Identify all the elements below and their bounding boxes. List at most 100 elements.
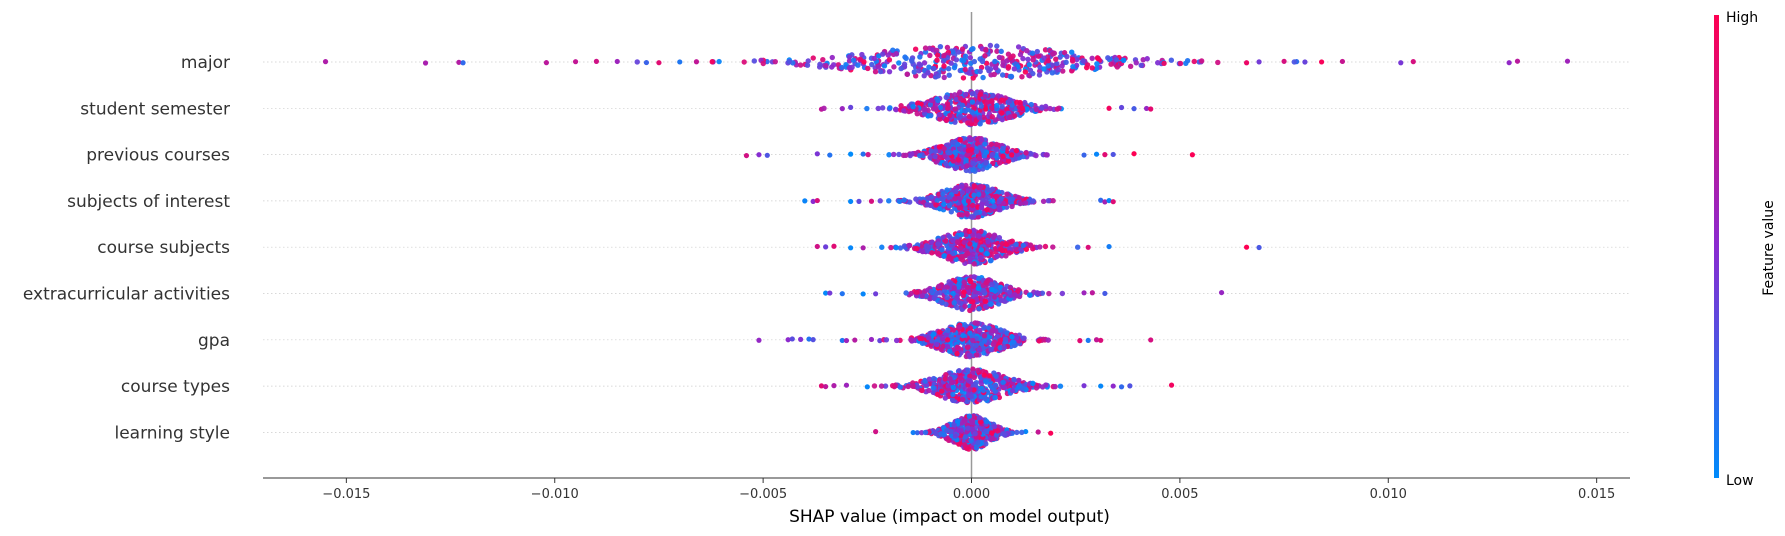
shap-point xyxy=(634,59,640,65)
shap-point xyxy=(1081,152,1087,158)
shap-point xyxy=(956,441,962,447)
shap-point xyxy=(993,373,999,379)
shap-point xyxy=(998,246,1004,252)
shap-point xyxy=(985,119,992,125)
shap-point xyxy=(1281,58,1287,64)
shap-point xyxy=(865,65,871,72)
shap-point xyxy=(643,59,650,66)
shap-point xyxy=(941,145,947,152)
shap-point xyxy=(1052,383,1058,390)
shap-point xyxy=(958,245,964,251)
shap-point xyxy=(1131,151,1137,157)
shap-point xyxy=(953,96,959,103)
shap-point xyxy=(985,238,991,245)
shap-point xyxy=(903,55,909,62)
shap-point xyxy=(1002,336,1009,342)
shap-point xyxy=(969,214,976,220)
shap-point xyxy=(952,196,958,202)
shap-point xyxy=(972,431,978,437)
shap-point xyxy=(958,231,965,238)
feature-label: learning style xyxy=(114,423,230,443)
x-axis-label: SHAP value (impact on model output) xyxy=(789,507,1110,527)
shap-point xyxy=(989,327,995,334)
shap-point xyxy=(856,198,862,204)
shap-point xyxy=(994,43,1000,49)
shap-point xyxy=(831,383,837,389)
shap-point xyxy=(1037,64,1043,70)
shap-point xyxy=(980,387,987,394)
shap-point xyxy=(921,107,927,113)
shap-point xyxy=(988,346,994,353)
shap-point xyxy=(861,59,867,65)
shap-point xyxy=(1189,152,1195,158)
shap-point xyxy=(981,350,987,356)
shap-point xyxy=(677,59,683,65)
shap-point xyxy=(968,393,975,399)
x-tick-label: −0.005 xyxy=(739,487,787,502)
shap-point xyxy=(973,148,980,155)
shap-point xyxy=(970,304,977,310)
shap-point xyxy=(980,74,986,81)
shap-point xyxy=(940,336,946,342)
shap-point xyxy=(959,46,966,52)
shap-point xyxy=(1102,199,1108,205)
shap-point xyxy=(893,337,900,344)
shap-point xyxy=(947,281,954,287)
shap-point xyxy=(959,212,965,218)
shap-point xyxy=(950,327,957,333)
shap-point xyxy=(999,103,1005,110)
shap-point xyxy=(997,344,1003,351)
shap-point xyxy=(925,70,931,76)
shap-point xyxy=(966,413,973,419)
shap-point xyxy=(1074,56,1080,63)
shap-point xyxy=(1256,244,1262,251)
shap-point xyxy=(976,415,983,421)
shap-point xyxy=(943,94,949,100)
x-tick-label: −0.010 xyxy=(531,487,579,502)
shap-point xyxy=(789,336,795,342)
shap-point xyxy=(956,276,963,283)
shap-point xyxy=(962,205,968,212)
shap-point xyxy=(921,73,927,79)
shap-point xyxy=(846,65,853,71)
shap-point xyxy=(993,193,1000,200)
shap-point xyxy=(806,336,812,342)
shap-point xyxy=(1045,63,1051,69)
shap-point xyxy=(893,50,900,57)
shap-point xyxy=(875,105,881,112)
shap-point xyxy=(967,373,973,379)
shap-point xyxy=(971,261,977,267)
shap-point xyxy=(1161,60,1167,67)
shap-point xyxy=(1093,65,1100,72)
shap-point xyxy=(944,343,951,349)
shap-point xyxy=(944,105,951,112)
shap-point xyxy=(993,432,1000,438)
shap-point xyxy=(1410,59,1416,65)
shap-point xyxy=(572,59,579,65)
shap-point xyxy=(1023,246,1030,253)
shap-point xyxy=(1120,57,1127,63)
shap-point xyxy=(976,430,982,436)
shap-point xyxy=(1046,290,1052,297)
shap-point xyxy=(989,151,996,158)
shap-point xyxy=(943,117,950,123)
feature-label: student semester xyxy=(80,99,230,119)
shap-point xyxy=(886,152,892,158)
shap-point xyxy=(944,284,951,290)
shap-point xyxy=(1318,59,1325,65)
shap-point xyxy=(1014,99,1020,106)
shap-point xyxy=(1110,151,1116,158)
shap-point xyxy=(967,278,974,285)
shap-point xyxy=(1064,53,1070,60)
shap-point xyxy=(1089,55,1095,62)
shap-point xyxy=(954,294,960,301)
shap-point xyxy=(1007,73,1014,80)
shap-point xyxy=(999,110,1005,116)
shap-point xyxy=(873,429,879,435)
shap-point xyxy=(928,148,934,154)
shap-point xyxy=(977,254,984,261)
x-tick-label: 0.010 xyxy=(1370,487,1407,502)
shap-point xyxy=(1009,334,1015,340)
shap-point xyxy=(989,286,995,293)
shap-point xyxy=(1017,51,1024,58)
